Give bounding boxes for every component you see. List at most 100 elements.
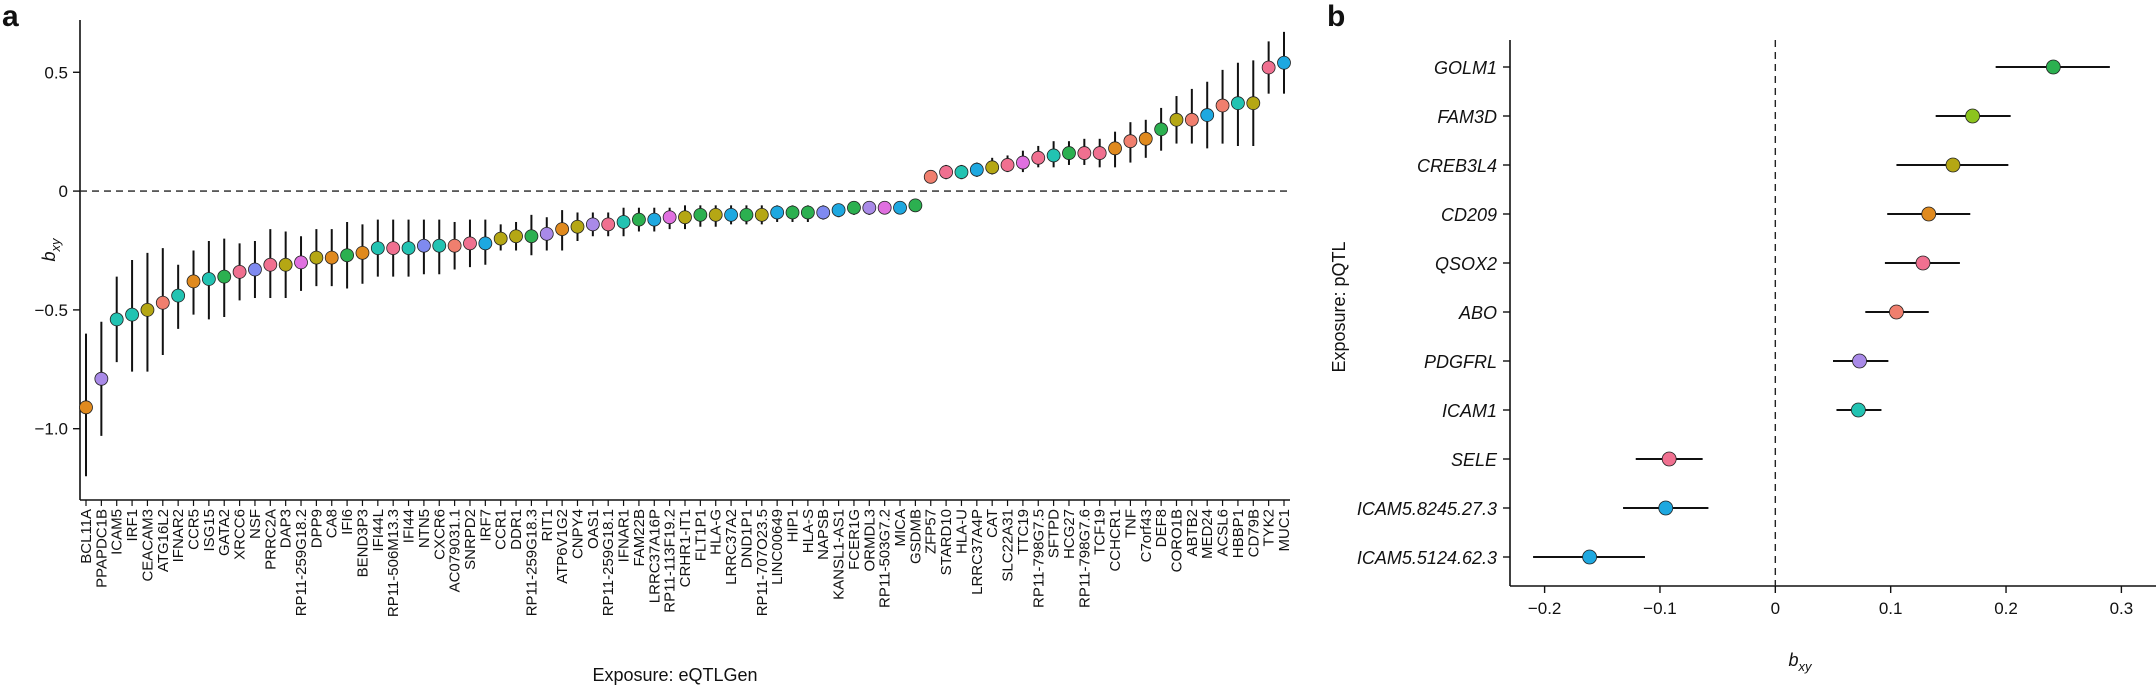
panel-a-point xyxy=(816,205,831,220)
panel-a-label: a xyxy=(2,0,19,33)
panel-a-gene-label: IRF1 xyxy=(124,509,141,542)
panel-a-gene-label: RP11-506M13.3 xyxy=(385,509,402,617)
panel-b-marks xyxy=(1533,59,2110,565)
panel-a-point xyxy=(263,257,278,272)
panel-a-point xyxy=(862,200,877,215)
panel-a-point xyxy=(601,217,616,232)
panel-a-gene-label: NTN5 xyxy=(416,509,433,548)
panel-a-point xyxy=(1215,98,1230,113)
panel-a-gene-label: CNPY4 xyxy=(569,509,586,559)
panel-a-point xyxy=(248,262,262,277)
panel-a-gene-label: HBBP1 xyxy=(1230,509,1247,558)
panel-a-point xyxy=(923,169,938,184)
panel-b-x-ticks: −0.2 −0.1 0 0.1 0.2 0.3 xyxy=(1528,586,2133,618)
panel-a-gene-label: CCHCR1 xyxy=(1107,509,1124,572)
panel-a-gene-label: MUC1 xyxy=(1276,509,1293,552)
panel-a-point xyxy=(493,231,508,246)
panel-a-gene-label: ZFP57 xyxy=(923,509,940,554)
panel-a-point xyxy=(1200,108,1215,122)
panel-a-gene-label: NAPSB xyxy=(815,509,832,560)
panel-a-point xyxy=(463,236,477,251)
panel-a-point xyxy=(754,207,769,222)
panel-a-gene-label: NSF xyxy=(247,509,264,539)
panel-a-y-tick-label: −0.5 xyxy=(34,301,68,320)
panel-a-gene-label: RP11-707O23.5 xyxy=(754,509,771,616)
panel-a-gene-label: DEF8 xyxy=(1153,509,1170,547)
panel-a-gene-label: XRCC6 xyxy=(232,509,249,560)
panel-a-gene-label: TYK2 xyxy=(1261,509,1278,547)
panel-a-point xyxy=(1046,148,1061,163)
panel-b-x-tick-label: −0.1 xyxy=(1643,599,1677,618)
panel-a-point xyxy=(585,217,600,232)
panel-a-gene-label: CD79B xyxy=(1245,509,1262,557)
panel-b-point xyxy=(1965,108,1980,124)
panel-a-point xyxy=(324,250,339,265)
panel-a-point xyxy=(447,238,462,253)
panel-a-gene-label: RP11-259G18.1 xyxy=(600,509,617,616)
panel-a-point xyxy=(1031,150,1046,165)
panel-b-y-tick-labels: GOLM1 FAM3D CREB3L4 CD209 QSOX2 ABO PDGFRL ICAM… xyxy=(1357,58,1510,568)
panel-a-gene-label: RP11-113F19.2 xyxy=(662,509,679,613)
panel-a-gene-label: SFTPD xyxy=(1046,509,1063,558)
panel-a-point xyxy=(1108,141,1122,156)
panel-a-gene-label: TNF xyxy=(1122,509,1139,538)
panel-a-gene-label: CRHR1-IT1 xyxy=(677,509,694,587)
panel-b-protein-label: ICAM5.8245.27.3 xyxy=(1357,499,1497,519)
panel-a-gene-label: C7orf43 xyxy=(1138,509,1155,562)
panel-b-x-axis-title: bxy xyxy=(1788,650,1813,674)
panel-b-x-tick-label: −0.2 xyxy=(1528,599,1562,618)
panel-a-gene-label: HIP1 xyxy=(785,509,802,542)
panel-a-gene-label: LRRC37A2 xyxy=(723,509,740,585)
panel-a-point xyxy=(140,303,155,317)
panel-a-gene-label: RP11-259G18.3 xyxy=(523,509,540,616)
panel-a-point xyxy=(386,241,401,256)
panel-a: a 0.5 0 −0.5 −1.0 BCL11APPAPDC1BICAM5IRF1CE… xyxy=(2,0,1293,685)
panel-a-y-tick-label: −1.0 xyxy=(34,420,68,439)
panel-a-y-tick-label: 0 xyxy=(59,182,68,201)
panel-a-gene-label: GATA2 xyxy=(216,509,233,556)
panel-a-point xyxy=(939,165,954,179)
panel-a-gene-label: BCL11A xyxy=(78,509,95,564)
panel-b-point xyxy=(1915,255,1931,271)
panel-b-point xyxy=(1658,500,1674,516)
panel-a-point xyxy=(355,245,370,260)
panel-a-point xyxy=(708,207,723,222)
panel-a-point xyxy=(662,210,677,225)
panel-a-point xyxy=(217,269,232,284)
panel-a-point xyxy=(555,222,570,237)
panel-a-point xyxy=(171,288,186,303)
panel-a-point xyxy=(632,212,646,227)
panel-a-gene-label: HCG27 xyxy=(1061,509,1078,559)
panel-a-gene-label: IRF7 xyxy=(477,509,494,542)
panel-a-x-tick-labels: BCL11APPAPDC1BICAM5IRF1CEACAM3ATG16L2IFN… xyxy=(78,500,1293,617)
panel-a-point xyxy=(1077,146,1092,160)
panel-a-y-ticks: 0.5 0 −0.5 −1.0 xyxy=(34,63,80,439)
panel-a-point xyxy=(232,264,247,279)
panel-a-point xyxy=(109,312,124,327)
panel-a-point xyxy=(1261,60,1276,75)
panel-a-point xyxy=(309,250,324,265)
panel-a-gene-label: HLA-S xyxy=(800,509,817,553)
panel-a-point xyxy=(1246,96,1261,111)
panel-a-point xyxy=(125,307,139,322)
panel-a-y-axis-title: bxy xyxy=(39,237,63,262)
panel-a-point xyxy=(969,162,984,177)
panel-b-y-axis-title: Exposure: pQTL xyxy=(1329,241,1349,372)
panel-a-gene-label: HLA-G xyxy=(708,509,725,555)
panel-a-gene-label: ATP6V1G2 xyxy=(554,509,571,584)
panel-a-gene-label: ABTB2 xyxy=(1184,509,1201,557)
panel-a-gene-label: RP11-798G7.5 xyxy=(1030,509,1047,608)
panel-a-point xyxy=(800,205,815,220)
panel-a-gene-label: FCER1G xyxy=(846,509,863,570)
panel-a-point xyxy=(340,248,355,263)
panel-a-gene-label: MED24 xyxy=(1199,509,1216,559)
panel-a-point xyxy=(847,200,861,215)
panel-a-point xyxy=(1154,122,1169,137)
panel-a-gene-label: ISG15 xyxy=(201,509,218,552)
panel-b-label: b xyxy=(1327,0,1345,33)
panel-a-point xyxy=(1123,134,1138,149)
panel-a-gene-label: DND1P1 xyxy=(738,509,755,568)
panel-a-point xyxy=(831,203,846,217)
panel-a-gene-label: STARD10 xyxy=(938,509,955,575)
